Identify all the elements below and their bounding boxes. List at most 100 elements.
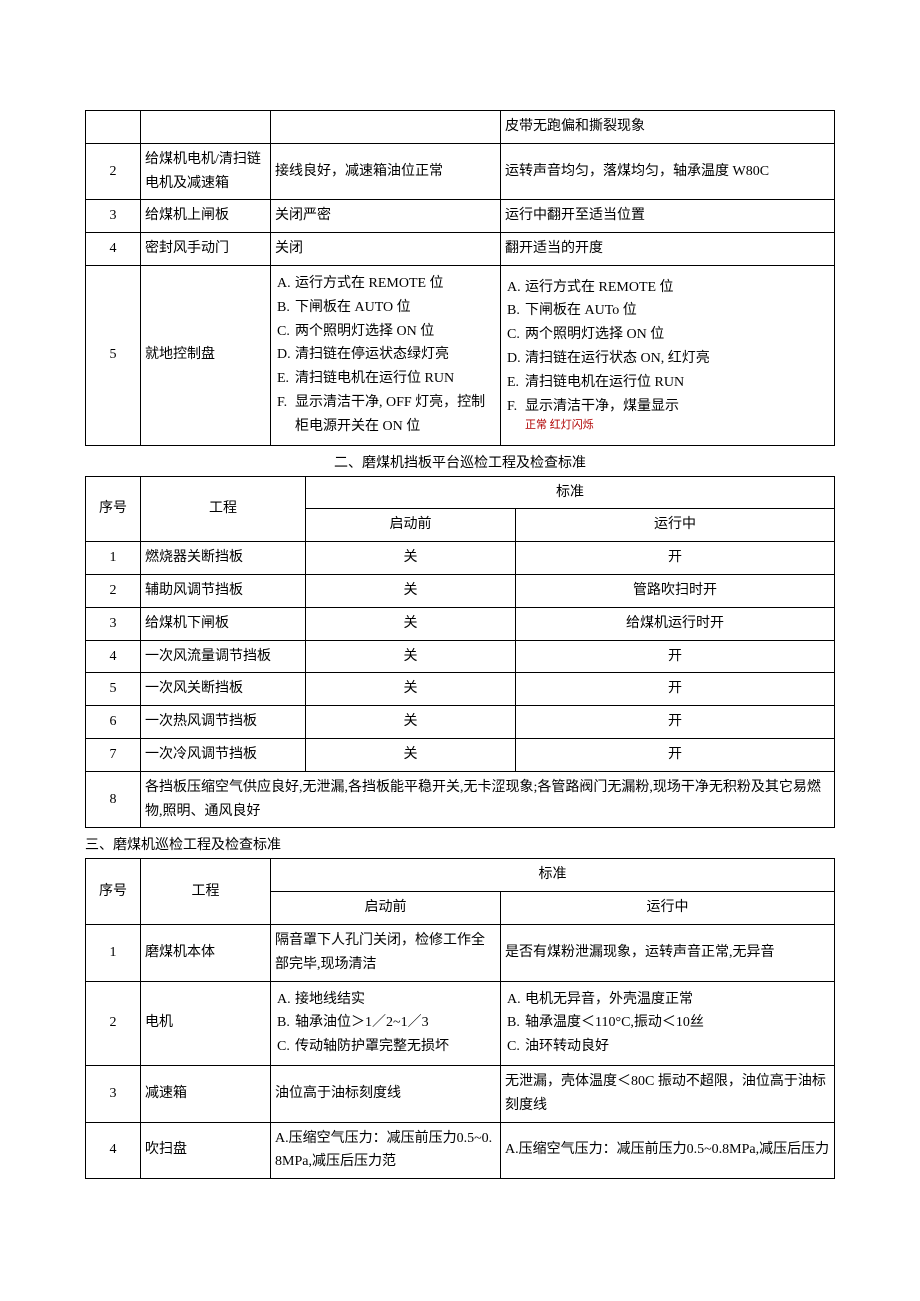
cell: 密封风手动门 (141, 233, 271, 266)
table-header-row: 序号 工程 标准 (86, 859, 835, 892)
table-row: 4一次风流量调节挡板关开 (86, 640, 835, 673)
cell: 6 (86, 706, 141, 739)
cell: 一次风关断挡板 (141, 673, 306, 706)
col-std: 标准 (306, 476, 835, 509)
cell: 油位高于油标刻度线 (271, 1065, 501, 1122)
cell: 1 (86, 924, 141, 981)
cell: 辅助风调节挡板 (141, 574, 306, 607)
list-label: A. (277, 272, 295, 296)
cell: 吹扫盘 (141, 1122, 271, 1179)
cell: 给煤机上闸板 (141, 200, 271, 233)
list-text: 接地线结实 (295, 988, 494, 1012)
cell: 皮带无跑偏和撕裂现象 (501, 111, 835, 144)
cell: 燃烧器关断挡板 (141, 542, 306, 575)
col-seq: 序号 (86, 476, 141, 542)
cell: 关 (306, 574, 516, 607)
table-row: 2电机A.接地线结实B.轴承油位＞1／2~1／3C.传动轴防护罩完整无损坏A.电… (86, 981, 835, 1065)
list-text: 轴承温度＜110°C,振动＜10丝 (525, 1011, 828, 1035)
table-mill: 序号 工程 标准 启动前 运行中 1磨煤机本体隔音罩下人孔门关闭，检修工作全部完… (85, 858, 835, 1179)
cell-list: A.接地线结实B.轴承油位＞1／2~1／3C.传动轴防护罩完整无损坏 (271, 981, 501, 1065)
cell: 管路吹扫时开 (516, 574, 835, 607)
col-proj: 工程 (141, 859, 271, 925)
cell: 关闭严密 (271, 200, 501, 233)
table-header-row: 序号 工程 标准 (86, 476, 835, 509)
list-text: 油环转动良好 (525, 1035, 828, 1059)
cell: 运行中翻开至适当位置 (501, 200, 835, 233)
list-text: 显示清洁干净, OFF 灯亮，控制柜电源开关在 ON 位 (295, 391, 494, 439)
cell: 减速箱 (141, 1065, 271, 1122)
table-row: 5就地控制盘A.运行方式在 REMOTE 位B.下闸板在 AUTO 位C.两个照… (86, 265, 835, 445)
cell: 3 (86, 200, 141, 233)
cell: 关 (306, 640, 516, 673)
col-run: 运行中 (501, 892, 835, 925)
list-text: 清扫链在运行状态 ON, 红灯亮 (525, 347, 828, 371)
table-row: 1燃烧器关断挡板关开 (86, 542, 835, 575)
list-label: E. (277, 367, 295, 391)
list-label: C. (507, 1035, 525, 1059)
page: 皮带无跑偏和撕裂现象2给煤机电机/清扫链电机及减速箱接线良好，减速箱油位正常运转… (0, 0, 920, 1219)
cell: 4 (86, 1122, 141, 1179)
cell: 5 (86, 673, 141, 706)
table-row: 2辅助风调节挡板关管路吹扫时开 (86, 574, 835, 607)
cell: 关 (306, 738, 516, 771)
cell: 是否有煤粉泄漏现象，运转声音正常,无异音 (501, 924, 835, 981)
cell (141, 111, 271, 144)
cell: 关 (306, 706, 516, 739)
cell-list: A.电机无异音，外壳温度正常B.轴承温度＜110°C,振动＜10丝C.油环转动良… (501, 981, 835, 1065)
list-text: 传动轴防护罩完整无损坏 (295, 1035, 494, 1059)
table-row: 3给煤机下闸板关给煤机运行时开 (86, 607, 835, 640)
cell: A.压缩空气压力：减压前压力0.5~0.8MPa,减压后压力范 (271, 1122, 501, 1179)
cell: 给煤机电机/清扫链电机及减速箱 (141, 143, 271, 200)
cell: 无泄漏，壳体温度＜80C 振动不超限，油位高于油标刻度线 (501, 1065, 835, 1122)
cell: 2 (86, 143, 141, 200)
list-text: 清扫链电机在运行位 RUN (295, 367, 494, 391)
table-row: 7一次冷风调节挡板关开 (86, 738, 835, 771)
table-row: 3给煤机上闸板关闭严密运行中翻开至适当位置 (86, 200, 835, 233)
table-note-row: 8 各挡板压缩空气供应良好,无泄漏,各挡板能平稳开关,无卡涩现象;各管路阀门无漏… (86, 771, 835, 828)
cell: 运转声音均匀，落煤均匀，轴承温度 W80C (501, 143, 835, 200)
col-seq: 序号 (86, 859, 141, 925)
cell: 关闭 (271, 233, 501, 266)
cell: 开 (516, 738, 835, 771)
cell: 给煤机运行时开 (516, 607, 835, 640)
col-pre: 启动前 (306, 509, 516, 542)
list-text: 两个照明灯选择 ON 位 (525, 323, 828, 347)
cell: 关 (306, 542, 516, 575)
note-seq: 8 (86, 771, 141, 828)
table-row: 3减速箱油位高于油标刻度线无泄漏，壳体温度＜80C 振动不超限，油位高于油标刻度… (86, 1065, 835, 1122)
cell: 一次热风调节挡板 (141, 706, 306, 739)
list-text: 下闸板在 AUTo 位 (525, 299, 828, 323)
cell: 电机 (141, 981, 271, 1065)
cell: 开 (516, 673, 835, 706)
list-label: B. (507, 299, 525, 323)
list-text: 运行方式在 REMOTE 位 (295, 272, 494, 296)
list-label: A. (507, 276, 525, 300)
cell: 开 (516, 542, 835, 575)
list-label: D. (277, 343, 295, 367)
table-row: 1磨煤机本体隔音罩下人孔门关闭，检修工作全部完毕,现场清洁是否有煤粉泄漏现象，运… (86, 924, 835, 981)
list-label: B. (277, 1011, 295, 1035)
table-feeder: 皮带无跑偏和撕裂现象 2给煤机电机/清扫链电机及减速箱接线良好，减速箱油位正常运转… (85, 110, 835, 446)
table-row: 皮带无跑偏和撕裂现象 (86, 111, 835, 144)
section2-title: 二、磨煤机挡板平台巡检工程及检查标准 (85, 452, 835, 472)
list-text: 运行方式在 REMOTE 位 (525, 276, 828, 300)
list-label: C. (507, 323, 525, 347)
cell: 给煤机下闸板 (141, 607, 306, 640)
cell: A.压缩空气压力：减压前压力0.5~0.8MPa,减压后压力 (501, 1122, 835, 1179)
list-text: 电机无异音，外壳温度正常 (525, 988, 828, 1012)
table-row: 6一次热风调节挡板关开 (86, 706, 835, 739)
list-label: A. (507, 988, 525, 1012)
section3-title: 三、磨煤机巡检工程及检查标准 (85, 834, 835, 854)
cell: 1 (86, 542, 141, 575)
cell: 2 (86, 981, 141, 1065)
cell-list: A.运行方式在 REMOTE 位B.下闸板在 AUTo 位C.两个照明灯选择 O… (501, 265, 835, 445)
cell: 关 (306, 607, 516, 640)
cell: 4 (86, 640, 141, 673)
col-pre: 启动前 (271, 892, 501, 925)
list-label: E. (507, 371, 525, 395)
cell: 4 (86, 233, 141, 266)
cell: 翻开适当的开度 (501, 233, 835, 266)
cell: 2 (86, 574, 141, 607)
cell: 接线良好，减速箱油位正常 (271, 143, 501, 200)
list-label: F. (507, 395, 525, 419)
